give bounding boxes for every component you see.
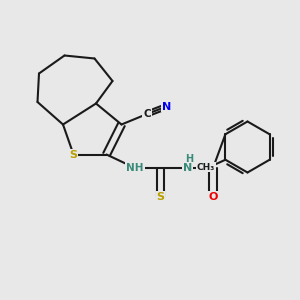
Text: N: N [183,163,192,173]
Text: CH₃: CH₃ [197,163,215,172]
Text: N: N [162,101,171,112]
Text: S: S [157,191,164,202]
Text: NH: NH [126,163,144,173]
Text: C: C [143,109,151,119]
Text: S: S [70,149,77,160]
Text: H: H [185,154,193,164]
Text: O: O [208,191,218,202]
